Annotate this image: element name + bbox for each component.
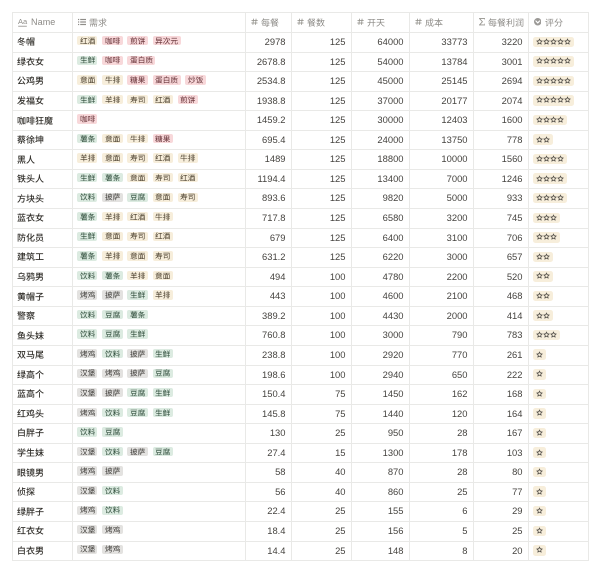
svg-text:Aa: Aa xyxy=(18,17,28,26)
